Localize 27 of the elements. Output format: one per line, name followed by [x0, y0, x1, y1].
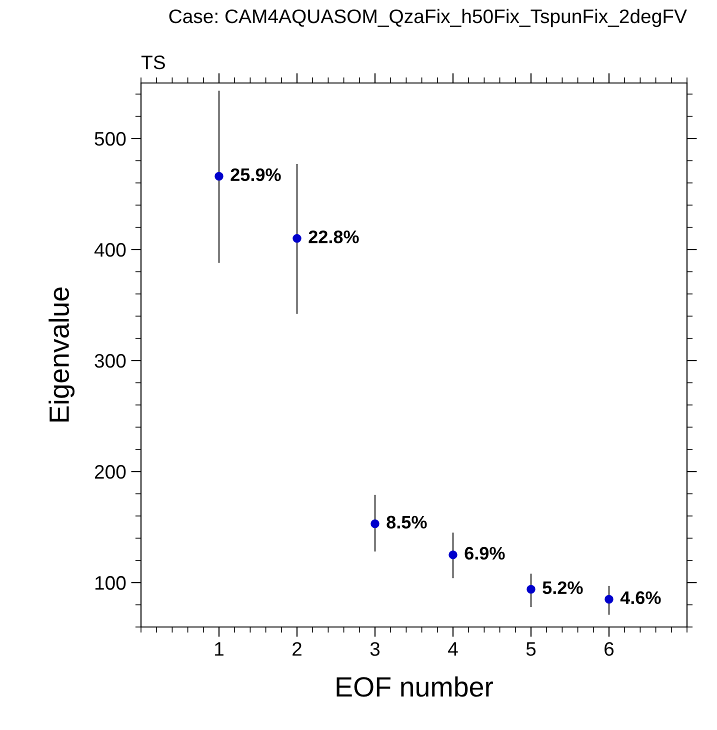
point: [526, 584, 536, 594]
y-axis-title: Eigenvalue: [48, 288, 75, 422]
x-tick-label: 2: [292, 642, 302, 656]
annotation: 4.6%: [620, 591, 661, 604]
x-tick-label: 3: [370, 642, 380, 656]
y-tick-label: 100: [95, 576, 126, 590]
annotation: 25.9%: [230, 168, 281, 182]
y-tick-label: 500: [94, 132, 126, 146]
point: [448, 550, 458, 560]
annotation: 22.8%: [308, 230, 359, 244]
x-tick-label: 5: [526, 642, 536, 656]
annotation: 6.9%: [464, 546, 505, 560]
annotation: 8.5%: [386, 516, 427, 529]
annotation: 5.2%: [542, 581, 583, 594]
y-tick-label: 200: [94, 465, 126, 479]
y-tick-label: 300: [94, 354, 126, 368]
point: [370, 519, 380, 528]
x-tick-label: 6: [604, 642, 614, 656]
x-tick-label: 4: [448, 642, 458, 656]
x-tick-label: 1: [215, 642, 224, 656]
y-tick-label: 400: [94, 243, 126, 257]
x-axis-title: EOF number: [336, 676, 494, 697]
point: [292, 234, 302, 243]
point: [214, 172, 224, 181]
point: [604, 594, 614, 604]
chart-title: Case: CAM4AQUASOM_QzaFix_h50Fix_TspunFix_2degFV: [169, 8, 687, 28]
chart-subtitle: TS: [141, 56, 165, 70]
